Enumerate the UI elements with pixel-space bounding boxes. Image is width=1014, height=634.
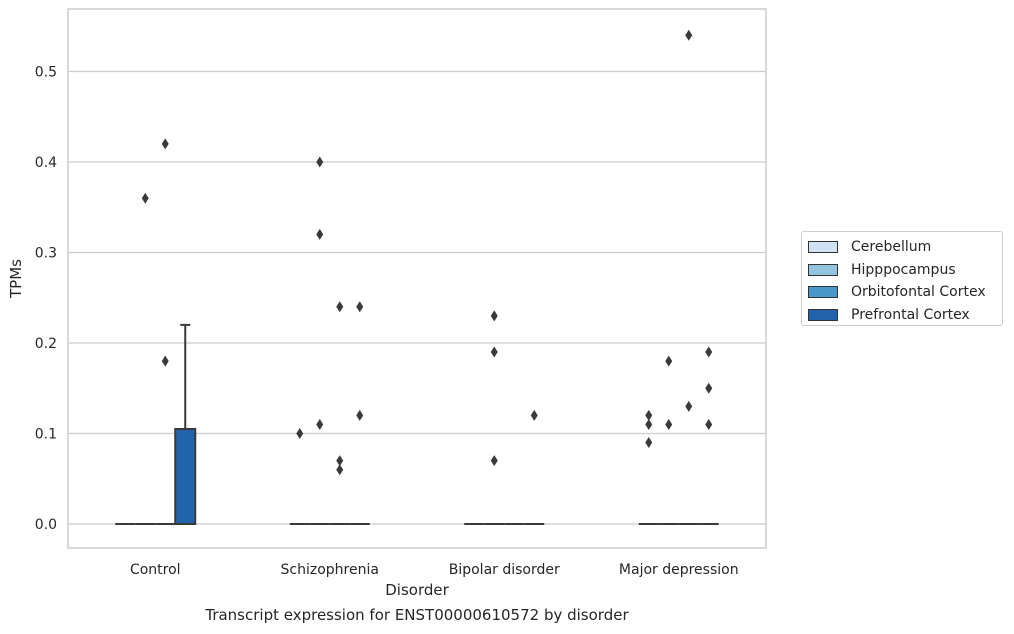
y-tick-label: 0.4 — [35, 155, 57, 171]
outlier-point — [316, 228, 324, 240]
outlier-point — [316, 418, 324, 430]
box-series — [115, 323, 719, 526]
outlier-point — [161, 355, 169, 367]
legend-swatch — [808, 286, 838, 299]
outlier-point — [645, 437, 653, 449]
outlier-point — [705, 346, 713, 358]
x-tick-label: Control — [130, 562, 181, 578]
outlier-point — [490, 455, 498, 467]
outlier-point — [356, 409, 364, 421]
legend-label: Cerebellum — [851, 239, 932, 256]
legend-swatch — [808, 263, 838, 276]
outlier-point — [705, 382, 713, 394]
outlier-point — [356, 301, 364, 313]
outlier-point — [665, 418, 673, 430]
y-tick-label: 0.0 — [35, 517, 57, 533]
legend-label: Hipppocampus — [851, 261, 956, 278]
legend: Cerebellum Hipppocampus Orbitofontal Corte… — [801, 231, 1003, 326]
outlier-point — [685, 400, 693, 412]
x-tick-label: Major depression — [619, 562, 739, 578]
y-tick-label: 0.5 — [35, 65, 57, 81]
x-tick-label: Bipolar disorder — [449, 562, 560, 578]
y-axis-title: TPMs — [7, 259, 25, 299]
y-tick-label: 0.2 — [35, 336, 57, 352]
x-tick-label: Schizophrenia — [281, 562, 379, 578]
outlier-point — [490, 310, 498, 322]
outlier-point — [336, 301, 344, 313]
legend-item: Cerebellum — [808, 236, 1002, 259]
y-axis-ticks: 0.0 0.1 0.2 0.3 0.4 0.5 — [35, 65, 57, 534]
outlier-point — [141, 192, 149, 204]
legend-item: Hipppocampus — [808, 259, 1002, 282]
legend-item: Orbitofontal Cortex — [808, 281, 1002, 304]
x-axis-title: Disorder — [385, 581, 449, 599]
outlier-point — [161, 138, 169, 150]
x-axis-ticks: Control Schizophrenia Bipolar disorder Majo… — [130, 562, 739, 578]
outlier-points — [141, 29, 713, 476]
outlier-point — [705, 418, 713, 430]
outlier-point — [336, 455, 344, 467]
gridlines — [68, 70, 766, 525]
legend-swatch — [808, 241, 838, 254]
legend-item: Prefrontal Cortex — [808, 304, 1002, 327]
outlier-point — [296, 428, 304, 439]
y-tick-label: 0.1 — [35, 427, 57, 443]
box-plot-chart: 0.0 0.1 0.2 0.3 0.4 0.5 Control Schizophrenia B… — [7, 8, 767, 599]
legend-label: Prefrontal Cortex — [851, 306, 970, 323]
outlier-point — [316, 156, 324, 168]
legend-label: Orbitofontal Cortex — [851, 284, 986, 301]
outlier-point — [490, 346, 498, 358]
legend-swatch — [808, 308, 838, 321]
outlier-point — [336, 464, 344, 476]
outlier-point — [645, 418, 653, 430]
outlier-point — [645, 409, 653, 421]
figure-caption: Transcript expression for ENST0000061057… — [205, 606, 629, 624]
y-tick-label: 0.3 — [35, 246, 57, 262]
outlier-point — [685, 29, 693, 41]
plot-area-frame — [67, 8, 767, 549]
box-prefrontal-cortex — [174, 323, 197, 526]
outlier-point — [665, 355, 673, 367]
outlier-point — [530, 409, 538, 421]
